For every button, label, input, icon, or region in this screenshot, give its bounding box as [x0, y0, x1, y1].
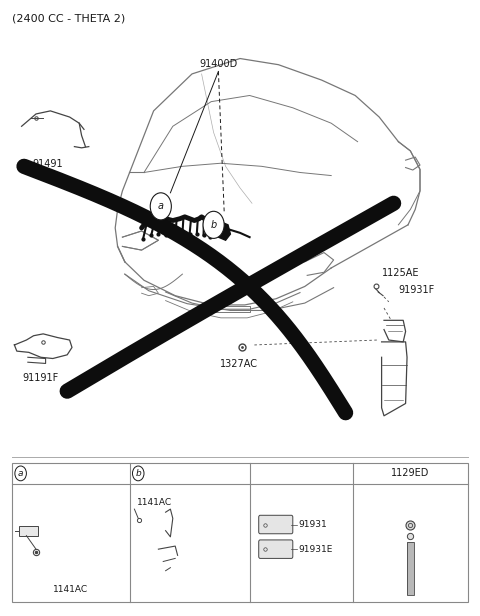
Text: 1125AE: 1125AE: [382, 269, 419, 278]
FancyBboxPatch shape: [259, 515, 293, 533]
Bar: [407, 542, 414, 595]
Circle shape: [150, 193, 171, 220]
Text: 91191F: 91191F: [23, 373, 59, 383]
Text: 91400D: 91400D: [199, 59, 238, 69]
Text: 91931: 91931: [299, 520, 327, 529]
Text: b: b: [135, 469, 141, 478]
Text: 1141AC: 1141AC: [137, 498, 172, 508]
Text: 91491: 91491: [33, 159, 63, 169]
Text: 1129ED: 1129ED: [391, 468, 430, 479]
Text: 1327AC: 1327AC: [220, 359, 258, 368]
Circle shape: [203, 211, 224, 238]
Text: a: a: [158, 201, 164, 211]
Text: (2400 CC - THETA 2): (2400 CC - THETA 2): [12, 14, 125, 23]
Text: 1141AC: 1141AC: [53, 585, 88, 594]
Text: b: b: [210, 220, 217, 230]
Text: a: a: [18, 469, 24, 478]
Bar: [12, 463, 468, 602]
FancyBboxPatch shape: [259, 540, 293, 558]
Bar: [407, 542, 414, 595]
Bar: [19, 526, 38, 535]
Text: 91931F: 91931F: [398, 285, 435, 295]
Polygon shape: [211, 222, 230, 240]
Text: 91931E: 91931E: [299, 545, 333, 554]
